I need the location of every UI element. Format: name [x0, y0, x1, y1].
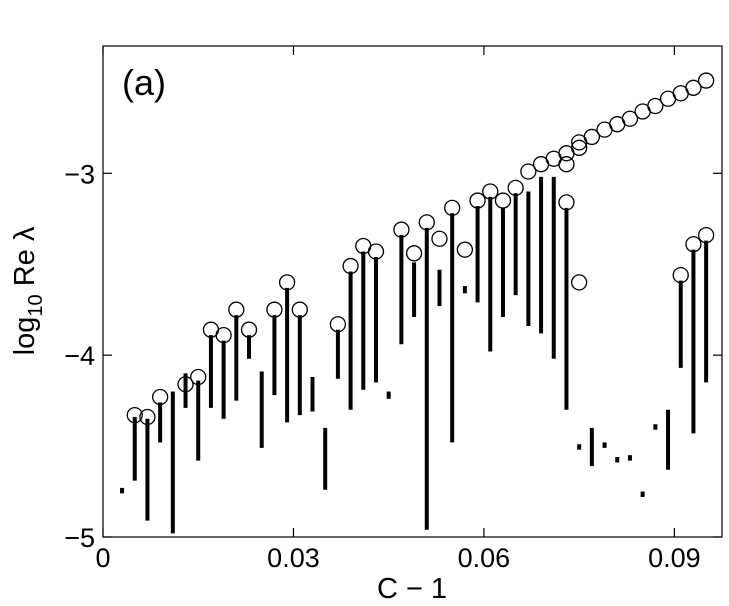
- x-tick-label: 0.03: [267, 543, 320, 573]
- circle-point: [685, 236, 702, 253]
- circle-point: [469, 192, 486, 209]
- plot-content: [120, 72, 715, 534]
- circle-point: [139, 408, 156, 426]
- circle-point: [571, 139, 588, 156]
- circle-point: [583, 128, 601, 146]
- circle-point: [329, 316, 347, 333]
- circle-point: [367, 243, 385, 260]
- circle-point: [494, 192, 512, 209]
- circle-point: [558, 156, 575, 173]
- x-axis-label: C − 1: [377, 573, 447, 605]
- circle-point: [278, 274, 296, 291]
- y-tick-label: −5: [64, 523, 95, 553]
- circle-point: [342, 257, 359, 275]
- circle-point: [697, 72, 715, 89]
- circle-point: [151, 388, 169, 406]
- circle-point: [190, 368, 207, 386]
- circle-point: [393, 221, 410, 238]
- circle-point: [672, 266, 689, 284]
- y-tick-label: −4: [64, 341, 95, 371]
- circle-point: [228, 301, 245, 318]
- circle-point: [647, 97, 664, 115]
- circle-point: [266, 301, 283, 318]
- plot-frame: [102, 45, 723, 538]
- circle-point: [126, 407, 143, 424]
- circle-point: [431, 230, 448, 247]
- x-tick-label: 0.06: [458, 543, 511, 573]
- circle-point: [444, 199, 461, 216]
- y-axis-label-rest: Re λ: [9, 226, 41, 294]
- circle-point: [482, 183, 499, 200]
- circle-point: [405, 245, 423, 262]
- circle-point: [418, 214, 435, 231]
- y-tick-label: −3: [64, 159, 95, 189]
- circle-point: [621, 110, 639, 127]
- circle-point: [520, 163, 537, 180]
- y-axis-label: log10 Re λ: [9, 226, 47, 355]
- panel-label: (a): [122, 62, 166, 103]
- circle-point: [507, 179, 524, 196]
- axis-ticks: 0 0.03 0.06 0.09 −3 −4 −5: [64, 46, 722, 573]
- circle-point: [685, 79, 702, 96]
- circle-point: [697, 226, 715, 244]
- circle-point: [571, 274, 588, 291]
- y-axis-label-sub: 10: [25, 294, 47, 316]
- y-axis-label-main: log: [9, 317, 41, 356]
- circle-point: [291, 301, 308, 318]
- circle-point: [240, 321, 258, 338]
- circle-point: [456, 241, 474, 258]
- x-tick-label: 0.09: [648, 543, 701, 573]
- circle-point: [215, 326, 232, 344]
- x-tick-label: 0: [95, 543, 110, 573]
- circle-point: [177, 376, 194, 393]
- circle-point: [558, 194, 575, 211]
